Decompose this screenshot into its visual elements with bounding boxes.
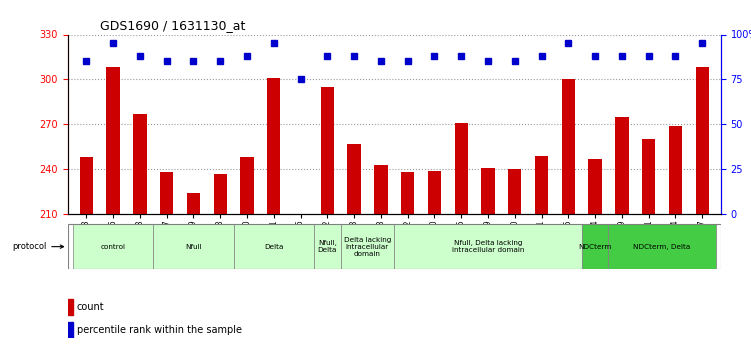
Bar — [133, 114, 146, 214]
Bar — [401, 172, 415, 214]
Text: GDS1690 / 1631130_at: GDS1690 / 1631130_at — [101, 19, 246, 32]
Text: NDCterm, Delta: NDCterm, Delta — [633, 244, 691, 250]
Text: percentile rank within the sample: percentile rank within the sample — [77, 325, 242, 335]
Bar — [508, 169, 521, 214]
Text: NDCterm: NDCterm — [578, 244, 612, 250]
Bar — [562, 79, 575, 214]
Bar — [348, 144, 360, 214]
Bar — [642, 139, 656, 214]
FancyBboxPatch shape — [153, 224, 234, 269]
Bar — [107, 67, 120, 214]
Text: Nfull,
Delta: Nfull, Delta — [318, 240, 337, 253]
Bar — [240, 157, 254, 214]
Text: Delta: Delta — [264, 244, 283, 250]
Bar — [68, 299, 74, 315]
FancyBboxPatch shape — [608, 224, 716, 269]
FancyBboxPatch shape — [394, 224, 582, 269]
Text: control: control — [101, 244, 125, 250]
Bar — [668, 126, 682, 214]
Text: Delta lacking
intracellular
domain: Delta lacking intracellular domain — [344, 237, 391, 257]
Bar — [321, 87, 334, 214]
Bar — [428, 170, 441, 214]
Bar — [454, 123, 468, 214]
Bar — [187, 193, 200, 214]
Bar — [267, 78, 280, 214]
FancyBboxPatch shape — [582, 224, 608, 269]
FancyBboxPatch shape — [234, 224, 314, 269]
Bar — [535, 156, 548, 214]
Bar — [80, 157, 93, 214]
FancyBboxPatch shape — [314, 224, 341, 269]
Bar — [615, 117, 629, 214]
Text: Nfull, Delta lacking
intracellular domain: Nfull, Delta lacking intracellular domai… — [452, 240, 524, 253]
Bar — [213, 174, 227, 214]
Text: count: count — [77, 302, 104, 312]
Bar — [160, 172, 173, 214]
Bar — [68, 322, 74, 338]
FancyBboxPatch shape — [73, 224, 153, 269]
FancyBboxPatch shape — [341, 224, 394, 269]
Bar — [481, 168, 495, 214]
Bar — [374, 165, 388, 214]
Text: protocol: protocol — [12, 242, 64, 251]
Bar — [695, 67, 709, 214]
Bar — [589, 159, 602, 214]
Text: Nfull: Nfull — [185, 244, 202, 250]
